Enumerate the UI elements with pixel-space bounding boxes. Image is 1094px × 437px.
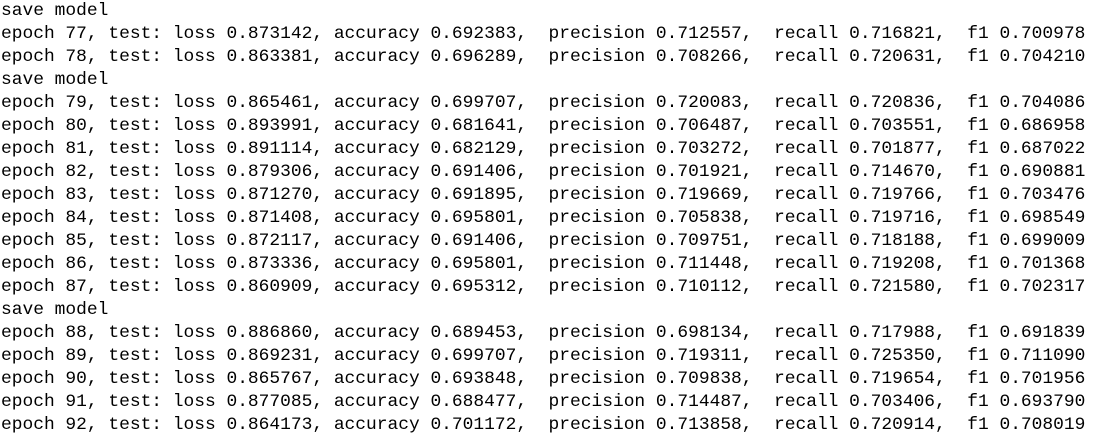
log-line: save model [1,1,109,21]
log-line: epoch 88, test: loss 0.886860, accuracy … [1,323,1086,343]
log-line: epoch 85, test: loss 0.872117, accuracy … [1,231,1086,251]
log-line: epoch 83, test: loss 0.871270, accuracy … [1,185,1086,205]
log-line: epoch 82, test: loss 0.879306, accuracy … [1,162,1086,182]
log-line: epoch 86, test: loss 0.873336, accuracy … [1,254,1086,274]
log-line: epoch 90, test: loss 0.865767, accuracy … [1,369,1086,389]
log-line: epoch 89, test: loss 0.869231, accuracy … [1,346,1086,366]
log-line: epoch 84, test: loss 0.871408, accuracy … [1,208,1086,228]
log-line: epoch 78, test: loss 0.863381, accuracy … [1,47,1086,67]
log-line: epoch 92, test: loss 0.864173, accuracy … [1,415,1086,435]
log-line: save model [1,70,109,90]
log-line: epoch 91, test: loss 0.877085, accuracy … [1,392,1086,412]
log-line: epoch 87, test: loss 0.860909, accuracy … [1,277,1086,297]
log-line: epoch 77, test: loss 0.873142, accuracy … [1,24,1086,44]
log-line: epoch 81, test: loss 0.891114, accuracy … [1,139,1086,159]
log-line: save model [1,300,109,320]
log-line: epoch 80, test: loss 0.893991, accuracy … [1,116,1086,136]
log-line: epoch 79, test: loss 0.865461, accuracy … [1,93,1086,113]
